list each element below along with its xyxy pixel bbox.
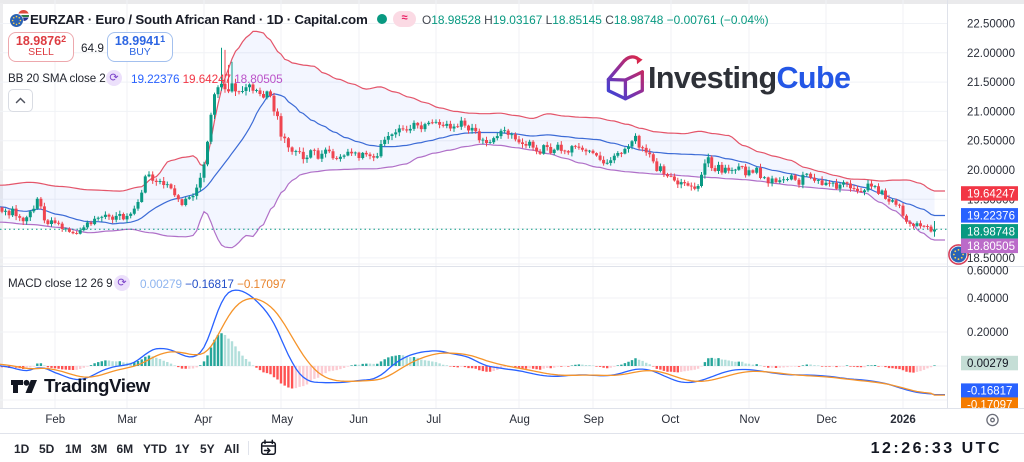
svg-text:19.64247: 19.64247 bbox=[967, 189, 1015, 201]
svg-text:0.20000: 0.20000 bbox=[967, 327, 1009, 339]
svg-text:Nov: Nov bbox=[739, 414, 760, 426]
svg-text:18.50000: 18.50000 bbox=[967, 253, 1015, 265]
svg-text:0.00279: 0.00279 bbox=[967, 358, 1009, 370]
svg-text:0.40000: 0.40000 bbox=[967, 293, 1009, 305]
svg-text:20.00000: 20.00000 bbox=[967, 165, 1015, 177]
svg-text:2026: 2026 bbox=[890, 414, 916, 426]
svg-text:Jun: Jun bbox=[349, 414, 368, 426]
svg-text:20.50000: 20.50000 bbox=[967, 136, 1015, 148]
svg-text:22.00000: 22.00000 bbox=[967, 48, 1015, 60]
svg-text:Feb: Feb bbox=[45, 414, 65, 426]
svg-text:0.60000: 0.60000 bbox=[967, 266, 1009, 278]
svg-text:Sep: Sep bbox=[583, 414, 603, 426]
svg-text:Aug: Aug bbox=[509, 414, 529, 426]
svg-text:21.00000: 21.00000 bbox=[967, 106, 1015, 118]
svg-text:18.80505: 18.80505 bbox=[967, 241, 1015, 253]
svg-text:22.50000: 22.50000 bbox=[967, 19, 1015, 31]
svg-text:Apr: Apr bbox=[194, 414, 212, 426]
svg-text:Dec: Dec bbox=[816, 414, 837, 426]
svg-text:18.98748: 18.98748 bbox=[967, 226, 1015, 238]
svg-text:19.22376: 19.22376 bbox=[967, 210, 1015, 222]
svg-text:21.50000: 21.50000 bbox=[967, 77, 1015, 89]
svg-text:Mar: Mar bbox=[117, 414, 137, 426]
svg-text:May: May bbox=[271, 414, 293, 426]
svg-text:Jul: Jul bbox=[426, 414, 441, 426]
svg-text:Oct: Oct bbox=[661, 414, 680, 426]
svg-text:-0.16817: -0.16817 bbox=[967, 386, 1012, 398]
